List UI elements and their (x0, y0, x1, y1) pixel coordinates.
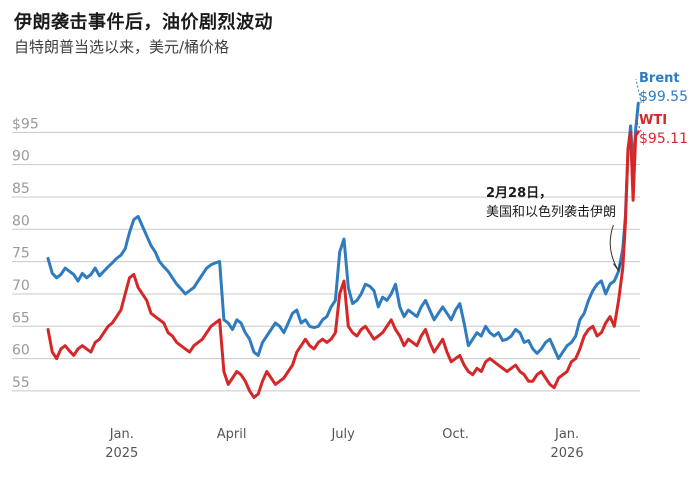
y-tick-label: 60 (12, 343, 30, 359)
x-tick-label: April (217, 427, 247, 442)
y-tick-label: 65 (12, 310, 30, 326)
x-tick-label: Jan. (109, 427, 134, 442)
series-lines (46, 101, 640, 399)
series-end-labels: Brent $99.55 WTI $95.11 (635, 71, 688, 147)
wti-value-label: $95.11 (639, 131, 688, 147)
annotation-text: 美国和以色列袭击伊朗 (486, 204, 616, 220)
series-line-brent (46, 101, 640, 361)
y-tick-label: 90 (12, 149, 30, 165)
y-tick-label: 70 (12, 278, 30, 294)
annotation-arrowhead (613, 262, 621, 272)
y-axis-ticks: 55 60 65 70 75 80 85 90 $95 (12, 116, 39, 391)
x-tick-label: Jan. (554, 427, 579, 442)
brent-name-label: Brent (639, 71, 680, 86)
chart-title: 伊朗袭击事件后，油价剧烈波动 (14, 12, 273, 33)
x-tick-label: Oct. (442, 427, 469, 442)
wti-name-label: WTI (639, 113, 667, 128)
y-tick-label: 80 (12, 213, 30, 229)
y-tick-label: 75 (12, 246, 30, 262)
brent-value-label: $99.55 (639, 89, 688, 105)
annotation-date: 2月28日， (486, 186, 552, 201)
gridlines (12, 131, 640, 392)
x-axis-ticks: Jan. 2025 April July Oct. Jan. 2026 (105, 427, 583, 461)
brent-leader (635, 78, 642, 104)
attack-annotation: 2月28日， 美国和以色列袭击伊朗 (486, 186, 621, 272)
series-line-wti (46, 130, 640, 399)
x-tick-label: July (330, 427, 355, 442)
y-tick-label: 55 (12, 375, 30, 391)
chart-subtitle: 自特朗普当选以来，美元/桶价格 (14, 38, 230, 56)
annotation-arrow (609, 224, 618, 269)
x-tick-year: 2026 (551, 446, 584, 461)
y-tick-label: 85 (12, 181, 30, 197)
x-tick-year: 2025 (105, 446, 138, 461)
y-tick-label: $95 (12, 116, 39, 132)
